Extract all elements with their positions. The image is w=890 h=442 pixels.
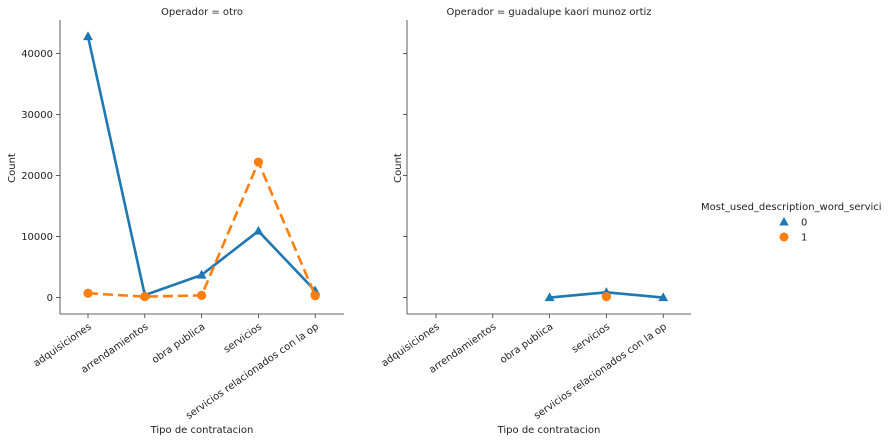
y-tick-label: 20000 bbox=[21, 171, 53, 182]
y-tick-label: 40000 bbox=[21, 49, 53, 60]
y-tick-label: 0 bbox=[47, 293, 53, 304]
y-axis-title-otro: Count bbox=[7, 153, 18, 183]
data-point-circle-1 bbox=[601, 292, 612, 302]
data-point-triangle-0 bbox=[544, 292, 555, 302]
panel-guadalupe: Operador = guadalupe kaori munoz ortiz a… bbox=[380, 7, 691, 436]
x-tick-label: obra publica bbox=[498, 321, 555, 366]
data-point-triangle-0 bbox=[83, 31, 93, 41]
legend: Most_used_description_word_servici 01 bbox=[701, 202, 882, 244]
data-point-circle-1 bbox=[83, 288, 93, 298]
legend-marker-circle bbox=[779, 232, 789, 242]
y-tick-label: 30000 bbox=[21, 110, 53, 121]
panel-title-otro: Operador = otro bbox=[161, 7, 243, 18]
data-point-triangle-0 bbox=[253, 225, 264, 235]
x-tick-label: obra publica bbox=[150, 321, 207, 366]
x-tick-label: servicios bbox=[570, 321, 612, 355]
data-point-circle-1 bbox=[253, 157, 263, 167]
legend-label: 0 bbox=[801, 218, 807, 229]
y-tick-label: 10000 bbox=[21, 232, 53, 243]
x-axis-title-otro: Tipo de contratacion bbox=[150, 425, 254, 436]
x-axis-title-guadalupe: Tipo de contratacion bbox=[497, 425, 601, 436]
legend-marker-triangle bbox=[779, 217, 789, 226]
panel-guadalupe-marks bbox=[544, 287, 669, 302]
panel-title-guadalupe: Operador = guadalupe kaori munoz ortiz bbox=[446, 7, 651, 18]
data-point-circle-1 bbox=[197, 290, 207, 300]
panel-otro: Operador = otro 010000200003000040000adq… bbox=[7, 7, 344, 436]
data-point-circle-1 bbox=[140, 292, 150, 302]
data-point-circle-1 bbox=[310, 291, 320, 301]
y-axis-title-guadalupe: Count bbox=[393, 153, 404, 183]
legend-title: Most_used_description_word_servici bbox=[701, 202, 882, 213]
legend-label: 1 bbox=[801, 233, 807, 244]
x-tick-label: servicios bbox=[222, 321, 264, 355]
panel-otro-marks bbox=[83, 31, 321, 302]
data-point-triangle-0 bbox=[658, 292, 669, 302]
data-point-triangle-0 bbox=[196, 269, 207, 279]
series-line-0 bbox=[86, 36, 317, 297]
legend-entries: 01 bbox=[779, 217, 807, 244]
panel-otro-ticks: 010000200003000040000adquisicionesarrend… bbox=[21, 20, 344, 422]
